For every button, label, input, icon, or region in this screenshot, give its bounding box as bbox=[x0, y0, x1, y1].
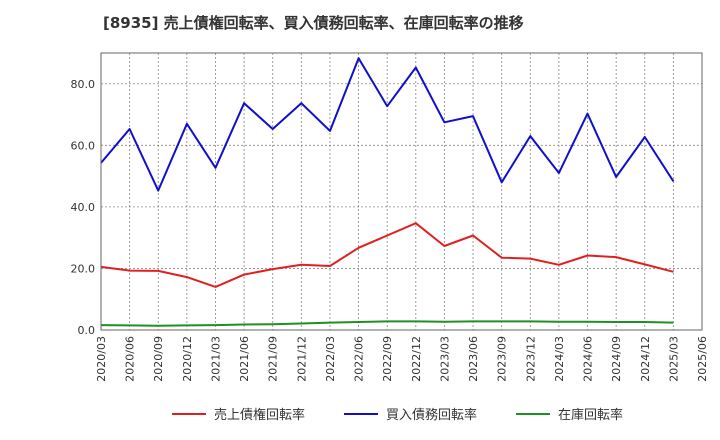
series-3 bbox=[100, 320, 674, 327]
x-tick-label: 2020/12 bbox=[181, 336, 194, 382]
x-tick-label: 2021/09 bbox=[267, 336, 280, 382]
series-2 bbox=[100, 57, 675, 192]
series-layer bbox=[100, 57, 675, 327]
grid-layer bbox=[101, 53, 702, 330]
x-tick-label: 2021/03 bbox=[209, 336, 222, 382]
legend: 売上債権回転率 買入債務回転率 在庫回転率 bbox=[172, 407, 623, 423]
x-axis: 2020/03 2020/06 2020/09 2020/12 2021/03 2021/… bbox=[95, 336, 709, 382]
legend-label: 在庫回転率 bbox=[558, 407, 623, 423]
x-tick-label: 2022/06 bbox=[353, 336, 366, 382]
series-1 bbox=[100, 222, 674, 288]
x-tick-label: 2022/12 bbox=[410, 336, 423, 382]
x-tick-label: 2023/03 bbox=[438, 336, 451, 382]
x-tick-label: 2023/09 bbox=[496, 336, 509, 382]
x-tick-label: 2023/06 bbox=[467, 336, 480, 382]
y-tick-label: 80.0 bbox=[71, 78, 96, 91]
legend-item-2: 買入債務回転率 bbox=[344, 407, 477, 423]
x-tick-label: 2024/06 bbox=[582, 336, 595, 382]
x-tick-label: 2025/03 bbox=[667, 336, 680, 382]
y-tick-label: 20.0 bbox=[71, 262, 96, 275]
x-tick-label: 2022/09 bbox=[381, 336, 394, 382]
x-tick-label: 2021/06 bbox=[238, 336, 251, 382]
x-tick-label: 2022/03 bbox=[324, 336, 337, 382]
x-tick-label: 2020/06 bbox=[124, 336, 137, 382]
x-tick-label: 2021/12 bbox=[295, 336, 308, 382]
legend-item-1: 売上債権回転率 bbox=[172, 407, 305, 423]
y-tick-label: 0.0 bbox=[78, 324, 96, 337]
x-tick-label: 2020/09 bbox=[152, 336, 165, 382]
chart-title: [8935] 売上債権回転率、買入債務回転率、在庫回転率の推移 bbox=[103, 14, 524, 32]
x-tick-label: 2025/06 bbox=[696, 336, 709, 382]
legend-item-3: 在庫回転率 bbox=[516, 407, 623, 423]
plot-frame bbox=[100, 52, 703, 331]
y-tick-label: 60.0 bbox=[71, 139, 96, 152]
x-tick-label: 2024/09 bbox=[610, 336, 623, 382]
legend-label: 売上債権回転率 bbox=[214, 407, 305, 423]
y-axis: 0.0 20.0 40.0 60.0 80.0 bbox=[71, 78, 96, 337]
legend-label: 買入債務回転率 bbox=[386, 407, 477, 423]
x-tick-label: 2020/03 bbox=[95, 336, 108, 382]
x-tick-label: 2023/12 bbox=[524, 336, 537, 382]
x-tick-label: 2024/03 bbox=[553, 336, 566, 382]
y-tick-label: 40.0 bbox=[71, 201, 96, 214]
x-tick-label: 2024/12 bbox=[639, 336, 652, 382]
